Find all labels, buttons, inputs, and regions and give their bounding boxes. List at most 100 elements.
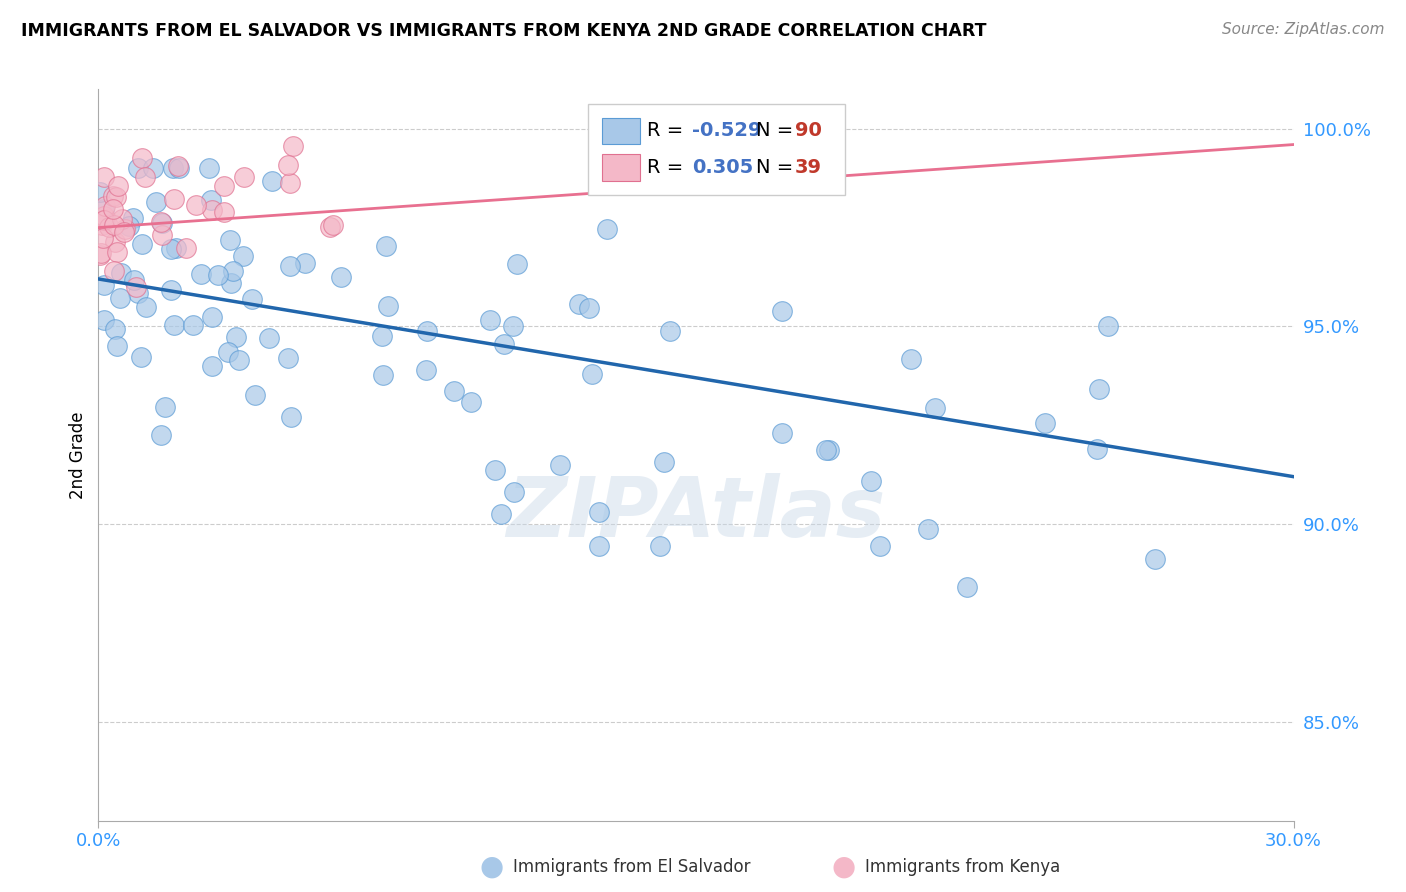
Point: [1035, 416, 1057, 430]
Point: [93, 213, 115, 227]
Point: [588, 539, 610, 553]
Point: [90, 245, 112, 260]
Point: [373, 368, 395, 382]
Point: [149, 428, 172, 442]
Point: [1097, 318, 1119, 333]
Point: [648, 539, 671, 553]
Point: [231, 249, 253, 263]
Point: [131, 350, 153, 364]
Point: [201, 202, 224, 217]
Point: [416, 324, 439, 338]
Point: [174, 241, 197, 255]
Point: [443, 384, 465, 398]
Point: [217, 344, 239, 359]
Point: [105, 339, 128, 353]
Point: [141, 161, 163, 176]
Point: [228, 352, 250, 367]
Point: [124, 280, 146, 294]
Point: [588, 505, 610, 519]
Point: [277, 351, 299, 365]
Point: [111, 211, 134, 226]
Point: [770, 426, 793, 441]
Point: [127, 161, 149, 176]
Point: [233, 169, 256, 184]
Point: [135, 301, 157, 315]
Point: [860, 474, 883, 488]
Point: [201, 359, 224, 373]
Text: ●: ●: [479, 853, 505, 881]
Point: [375, 239, 398, 253]
Point: [103, 218, 125, 232]
Point: [240, 292, 263, 306]
Point: [494, 337, 516, 351]
Point: [103, 264, 125, 278]
Point: [101, 189, 124, 203]
Point: [917, 522, 939, 536]
Point: [478, 313, 501, 327]
Point: [1144, 551, 1167, 566]
FancyBboxPatch shape: [602, 118, 640, 144]
Point: [330, 269, 353, 284]
Point: [186, 198, 208, 212]
Point: [98, 220, 121, 235]
Point: [160, 283, 183, 297]
Point: [134, 169, 156, 184]
Point: [124, 273, 146, 287]
Text: -0.529: -0.529: [692, 121, 762, 140]
Text: N =: N =: [756, 158, 799, 177]
Point: [104, 190, 127, 204]
Point: [257, 331, 280, 345]
Text: N =: N =: [756, 121, 799, 140]
Text: ●: ●: [831, 853, 856, 881]
Point: [506, 256, 529, 270]
Point: [122, 211, 145, 225]
Point: [658, 324, 681, 338]
Point: [200, 193, 222, 207]
Point: [93, 210, 115, 224]
Point: [163, 192, 186, 206]
Point: [924, 401, 946, 416]
Point: [817, 443, 839, 458]
Text: Source: ZipAtlas.com: Source: ZipAtlas.com: [1222, 22, 1385, 37]
Point: [955, 580, 977, 594]
Text: 39: 39: [796, 158, 823, 177]
Point: [578, 301, 600, 315]
FancyBboxPatch shape: [602, 154, 640, 180]
Point: [93, 198, 115, 212]
Point: [152, 216, 174, 230]
Point: [415, 363, 437, 377]
Point: [212, 204, 235, 219]
Point: [127, 285, 149, 300]
Point: [89, 247, 111, 261]
Point: [160, 242, 183, 256]
Point: [1088, 382, 1111, 396]
Text: ZIPAtlas: ZIPAtlas: [506, 473, 886, 554]
Point: [131, 151, 153, 165]
Point: [581, 367, 603, 381]
Point: [900, 352, 922, 367]
Point: [112, 225, 135, 239]
Point: [548, 458, 571, 473]
Text: Immigrants from El Salvador: Immigrants from El Salvador: [513, 858, 751, 876]
Point: [371, 328, 394, 343]
Point: [181, 318, 204, 333]
Y-axis label: 2nd Grade: 2nd Grade: [69, 411, 87, 499]
Point: [149, 215, 172, 229]
Point: [652, 455, 675, 469]
Point: [277, 158, 299, 172]
Point: [101, 202, 124, 217]
Point: [197, 161, 219, 176]
Point: [110, 266, 132, 280]
Point: [108, 291, 131, 305]
Point: [93, 230, 115, 244]
Point: [218, 233, 240, 247]
Point: [118, 219, 141, 233]
Point: [460, 395, 482, 409]
Point: [163, 318, 186, 332]
FancyBboxPatch shape: [589, 103, 845, 195]
Point: [114, 222, 136, 236]
Point: [89, 185, 111, 199]
Point: [150, 227, 173, 242]
Point: [484, 463, 506, 477]
Point: [222, 263, 245, 277]
